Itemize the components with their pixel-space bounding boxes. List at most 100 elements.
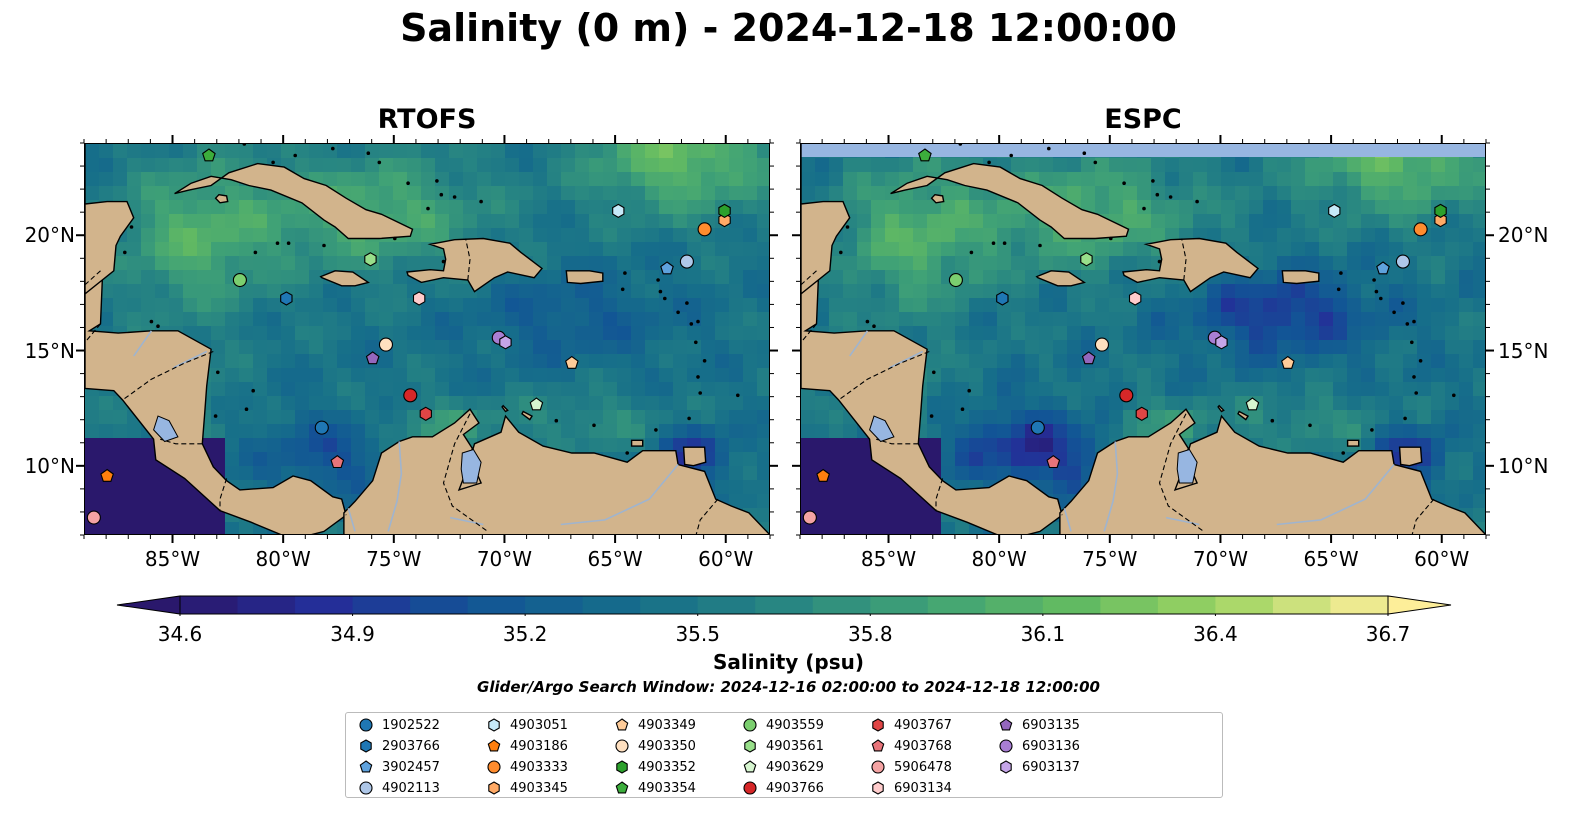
river [173,350,208,369]
river [133,330,153,357]
land-hispaniola [1122,237,1260,293]
marker-4903051[interactable] [612,203,625,219]
small-island [275,241,280,245]
marker-4903354[interactable] [202,148,216,162]
marker-4903767[interactable] [1135,406,1148,421]
small-island [839,250,843,255]
legend-label: 4903354 [638,780,696,796]
marker-1902522[interactable] [314,420,329,435]
small-island [592,423,596,428]
border [695,498,719,534]
lat-tick-label-left: 10°N [24,453,75,478]
marker-2903766[interactable] [996,291,1009,306]
marker-4902113[interactable] [679,254,694,269]
marker-3902457[interactable] [660,261,674,275]
marker-4902113[interactable] [1395,254,1410,269]
small-island [625,451,629,455]
lat-tick-label-right: 20°N [1498,223,1549,248]
map-panel-rtofs[interactable] [84,143,770,535]
small-island [129,225,134,229]
marker-1902522[interactable] [1030,420,1045,435]
marker-4903333[interactable] [1413,222,1428,237]
small-island [1082,151,1087,155]
border [442,413,489,532]
marker-4903767[interactable] [419,406,432,421]
small-island [331,146,335,151]
border [122,350,214,401]
marker-4903766[interactable] [403,388,418,403]
legend-marker-icon [488,781,500,795]
marker-4903186[interactable] [816,468,830,482]
marker-2903766[interactable] [280,291,293,306]
marker-4903349[interactable] [565,355,579,369]
marker-4903561[interactable] [364,252,377,267]
legend-marker-icon [743,760,757,773]
marker-4903186[interactable] [100,468,114,482]
map-svg-espc [801,144,1485,534]
marker-3902457[interactable] [1376,261,1390,275]
river [560,463,679,526]
colorbar-tick-label: 34.6 [157,622,203,646]
marker-4903349[interactable] [1281,355,1295,369]
legend-marker-icon [872,718,884,732]
lon-tick-label: 80°W [255,547,311,571]
marker-4903768[interactable] [330,455,345,469]
small-island [694,340,698,345]
legend-marker-icon [359,760,373,773]
small-island [1414,391,1418,395]
marker-6903137[interactable] [499,335,512,350]
search-window-caption: Glider/Argo Search Window: 2024-12-16 02… [477,678,1100,696]
legend-item: 4903767 [870,715,952,735]
marker-6903134[interactable] [1128,291,1142,306]
marker-5906478[interactable] [802,510,817,525]
small-island [845,225,850,229]
legend-item: 4903186 [486,736,568,756]
marker-6903137[interactable] [1215,335,1228,350]
marker-4903051[interactable] [1328,203,1341,219]
land-isla [930,193,945,204]
marker-4903629[interactable] [1245,397,1260,411]
land-margarita [1346,439,1360,447]
marker-6903135[interactable] [365,351,380,365]
marker-4903350[interactable] [1094,337,1110,352]
marker-4903352[interactable] [718,203,731,219]
marker-4903354[interactable] [918,148,932,162]
border [1158,413,1205,532]
land-yucatan [801,144,851,295]
marker-4903345[interactable] [1434,212,1447,228]
marker-4903352[interactable] [1434,203,1447,219]
small-island [698,391,702,395]
marker-4903345[interactable] [718,212,731,228]
small-island [406,181,410,185]
colorbar-tick-label: 35.2 [502,622,548,646]
marker-4903333[interactable] [697,222,712,237]
colorbar-extend-max [1387,595,1452,615]
small-island [244,407,249,412]
small-island [1195,199,1199,204]
border [838,350,930,401]
small-island [958,144,963,146]
marker-4903766[interactable] [1119,388,1134,403]
border [1411,498,1435,534]
small-island [1412,319,1416,324]
map-panel-espc[interactable] [800,143,1486,535]
legend-item: 6903137 [998,757,1080,777]
marker-5906478[interactable] [86,510,101,525]
marker-4903768[interactable] [1046,455,1061,469]
small-island [676,310,680,315]
map-svg-rtofs [85,144,769,534]
marker-4903559[interactable] [948,272,963,288]
marker-4903559[interactable] [232,272,247,288]
small-island [293,153,297,158]
land-south [343,408,769,534]
legend-marker-icon [616,760,628,774]
small-island [441,259,446,264]
marker-4903350[interactable] [378,337,394,352]
marker-6903135[interactable] [1081,351,1096,365]
land-rtofs [85,144,769,534]
marker-4903561[interactable] [1080,252,1093,267]
land-trinidad [682,446,707,467]
marker-4903629[interactable] [529,397,544,411]
legend-item: 1902522 [358,715,440,735]
marker-6903134[interactable] [412,291,426,306]
